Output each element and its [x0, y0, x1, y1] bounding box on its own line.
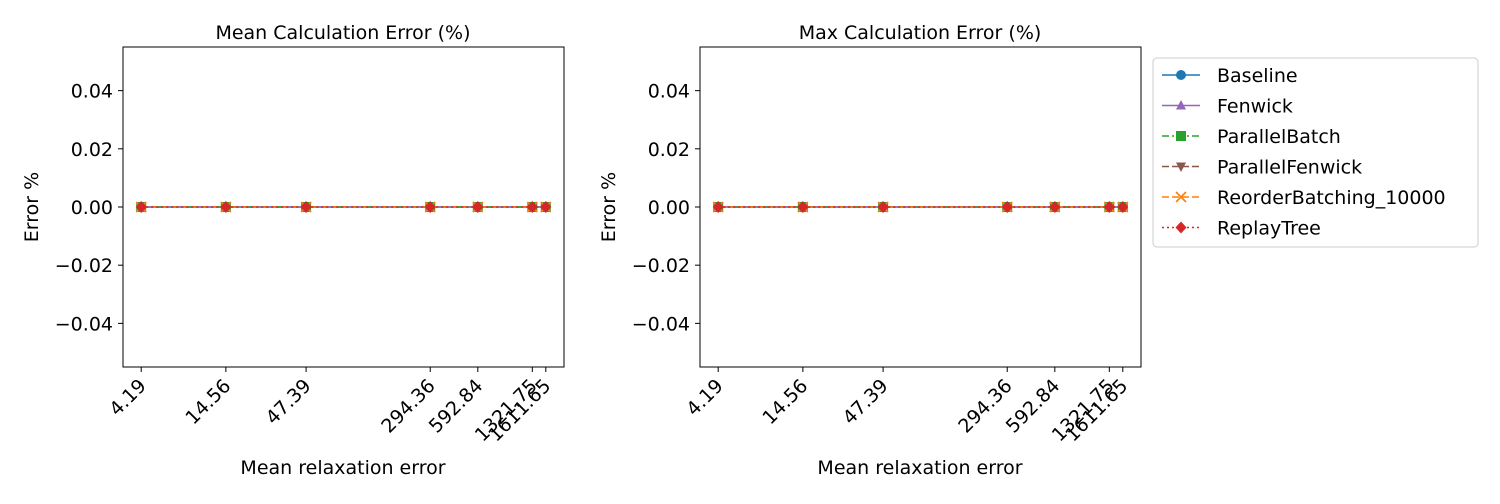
x-tick-label: 14.56	[758, 375, 812, 429]
y-tick-label: 0.02	[648, 139, 690, 161]
legend-box	[1152, 57, 1479, 248]
legend-marker	[1176, 70, 1186, 80]
y-tick-label: −0.04	[632, 313, 690, 335]
data-point	[526, 201, 538, 213]
x-axis-label: Mean relaxation error	[240, 457, 445, 479]
y-tick-label: −0.02	[632, 255, 690, 277]
mean-error-plot: Mean Calculation Error (%) Mean relaxati…	[21, 22, 565, 479]
x-axis-label: Mean relaxation error	[817, 457, 1022, 479]
x-tick-label: 14.56	[181, 375, 235, 429]
legend-entry: Fenwick	[1162, 96, 1293, 118]
data-point	[877, 201, 889, 213]
series-ReplayTree	[712, 201, 1129, 213]
chart-title: Mean Calculation Error (%)	[215, 22, 470, 44]
series-ReplayTree	[135, 201, 552, 213]
y-axis-label: Error %	[598, 172, 620, 242]
y-tick-label: −0.02	[55, 255, 113, 277]
x-tick-label: 47.39	[262, 375, 316, 429]
legend-label: ParallelBatch	[1217, 126, 1341, 148]
max-error-plot: Max Calculation Error (%) Mean relaxatio…	[598, 22, 1142, 479]
legend-label: Baseline	[1217, 65, 1298, 87]
legend-marker	[1175, 191, 1187, 203]
legend-marker	[1176, 162, 1186, 172]
legend-label: ReplayTree	[1217, 218, 1321, 240]
legend-label: ReorderBatching_10000	[1217, 187, 1446, 209]
data-point	[1117, 201, 1129, 213]
legend-entry: ReorderBatching_10000	[1162, 187, 1446, 209]
legend-entry: Baseline	[1162, 65, 1298, 87]
x-tick-label: 4.19	[105, 375, 150, 420]
data-point	[540, 201, 552, 213]
legend-marker	[1175, 221, 1187, 234]
data-point	[472, 201, 484, 213]
legend-entry: ReplayTree	[1162, 218, 1321, 240]
legend-marker	[1176, 131, 1186, 141]
chart-title: Max Calculation Error (%)	[799, 22, 1042, 44]
y-tick-label: 0.00	[71, 197, 113, 219]
legend: Baseline Fenwick ParallelBatch ParallelFenw…	[1152, 57, 1479, 248]
y-tick-label: 0.04	[71, 81, 113, 103]
data-point	[1001, 201, 1013, 213]
y-tick-label: 0.04	[648, 81, 690, 103]
data-point	[220, 201, 232, 213]
x-tick-label: 47.39	[839, 375, 893, 429]
legend-entry: ParallelBatch	[1162, 126, 1341, 148]
x-tick-label: 4.19	[682, 375, 727, 420]
y-axis-label: Error %	[21, 172, 43, 242]
data-point	[300, 201, 312, 213]
data-point	[712, 201, 724, 213]
legend-entry: ParallelFenwick	[1162, 157, 1362, 179]
data-point	[135, 201, 147, 213]
y-tick-label: −0.04	[55, 313, 113, 335]
data-point	[797, 201, 809, 213]
legend-marker	[1176, 100, 1186, 110]
data-point	[1103, 201, 1115, 213]
legend-label: Fenwick	[1217, 96, 1293, 118]
y-tick-label: 0.02	[71, 139, 113, 161]
y-tick-label: 0.00	[648, 197, 690, 219]
data-point	[1049, 201, 1061, 213]
data-point	[424, 201, 436, 213]
legend-label: ParallelFenwick	[1217, 157, 1362, 179]
